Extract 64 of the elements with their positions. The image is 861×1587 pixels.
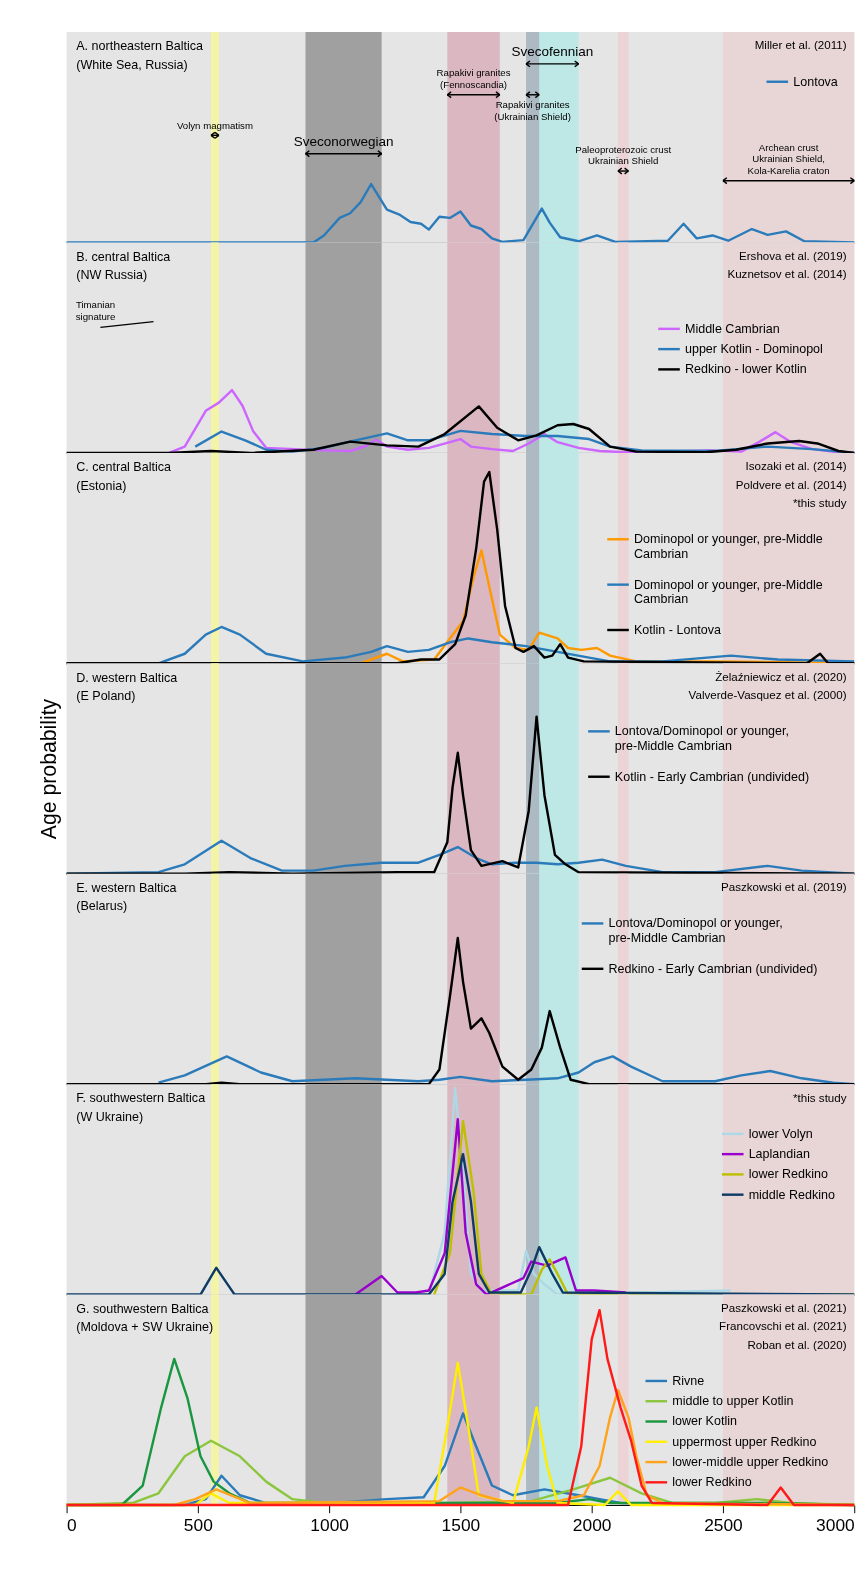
- y-axis-title: Age probability: [37, 698, 62, 840]
- annotation: Isozaki et al. (2014): [745, 460, 847, 473]
- chart-subtitle: (White Sea, Russia): [76, 57, 188, 72]
- text: Valverde-Vasquez et al. (2000): [688, 689, 847, 702]
- legend-label: Dominopol or younger, pre-Middle Cambrian: [633, 532, 823, 561]
- annotation: Paszkowski et al. (2021): [721, 1301, 847, 1314]
- x-tick-label: 500: [183, 1514, 213, 1535]
- chart-title: F. southwestern Baltica: [76, 1091, 206, 1106]
- band-label: Archean crust Ukrainian Shield, Kola-Karelia craton: [747, 141, 830, 176]
- legend-label: middle Redkino: [748, 1187, 836, 1202]
- legend-label: Laplandian: [748, 1147, 810, 1161]
- legend-label: upper Kotlin - Dominopol: [684, 341, 823, 356]
- x-tick-label: 1000: [310, 1514, 349, 1535]
- x-tick-label: 3000: [816, 1514, 855, 1535]
- text: Paszkowski et al. (2019): [721, 881, 847, 894]
- chart-title: C. central Baltica: [76, 460, 171, 475]
- legend-label: Dominopol or younger, pre-Middle Cambrian: [633, 577, 823, 606]
- chart-subtitle: (E Poland): [76, 688, 136, 703]
- legend-label: lower Kotlin: [672, 1414, 737, 1429]
- legend-label: Rivne: [672, 1373, 705, 1388]
- text: Miller et al. (2011): [754, 39, 847, 52]
- band-label: Paleoproterozoic crust Ukrainian Shield: [575, 143, 672, 167]
- annotation: *this study: [793, 1091, 847, 1104]
- x-tick-label: 1500: [441, 1514, 481, 1535]
- text: (Moldova + SW Ukraine): [76, 1320, 214, 1335]
- legend-label: Lontova/Dominopol or younger, pre-Middle Cambrian: [608, 916, 783, 945]
- legend-label: middle to upper Kotlin: [672, 1394, 794, 1409]
- legend-label: Lontova/Dominopol or younger, pre-Middle Cambrian: [614, 724, 790, 753]
- annotation: Poldvere et al. (2014): [735, 478, 847, 491]
- text: Timanian signature: [75, 299, 116, 322]
- band-label: Rapakivi granites (Fennoscandia): [436, 67, 511, 91]
- chart-title: E. western Baltica: [76, 881, 177, 896]
- annotation: Francovschi et al. (2021): [719, 1320, 847, 1333]
- chart-title: B. central Baltica: [76, 249, 171, 264]
- text: Kuznetsov et al. (2014): [727, 268, 847, 281]
- legend-label: Redkino - Early Cambrian (undivided): [608, 961, 818, 976]
- x-tick-label: 0: [67, 1514, 77, 1535]
- band-label: Volyn magmatism: [176, 119, 253, 131]
- text: (Estonia): [76, 478, 127, 493]
- band-label: Rapakivi granites (Ukrainian Shield): [494, 99, 571, 122]
- text: Żelaźniewicz et al. (2020): [715, 670, 847, 683]
- legend-label: lower Redkino: [748, 1167, 829, 1182]
- legend-label: Kotlin - Lontova: [633, 622, 722, 637]
- legend-label: Middle Cambrian: [684, 321, 780, 336]
- band-label: Svecofennian: [511, 44, 594, 60]
- x-tick-label: 2000: [572, 1514, 612, 1535]
- legend-label: uppermost upper Redkino: [672, 1434, 817, 1449]
- x-tick-label: 2500: [704, 1514, 743, 1535]
- chart-subtitle: (NW Russia): [76, 268, 148, 283]
- legend-label: Kotlin - Early Cambrian (undivided): [614, 769, 810, 784]
- chart-title: D. western Baltica: [76, 670, 178, 685]
- legend-label: lower Redkino: [672, 1475, 752, 1490]
- band-label: Sveconorwegian: [293, 133, 394, 149]
- annotation: Roban et al. (2020): [747, 1338, 847, 1351]
- chart-title: G. southwestern Baltica: [76, 1301, 209, 1316]
- text: (W Ukraine): [76, 1109, 144, 1124]
- text: Ershova et al. (2019): [739, 249, 847, 262]
- legend-label: lower Volyn: [748, 1126, 813, 1141]
- annotation: *this study: [793, 496, 847, 509]
- legend-label: Redkino - lower Kotlin: [684, 362, 807, 377]
- chart-title: A. northeastern Baltica: [76, 39, 204, 54]
- chart-subtitle: (Belarus): [76, 899, 128, 914]
- legend-label: lower-middle upper Redkino: [672, 1454, 829, 1469]
- legend-label: Lontova: [793, 74, 838, 89]
